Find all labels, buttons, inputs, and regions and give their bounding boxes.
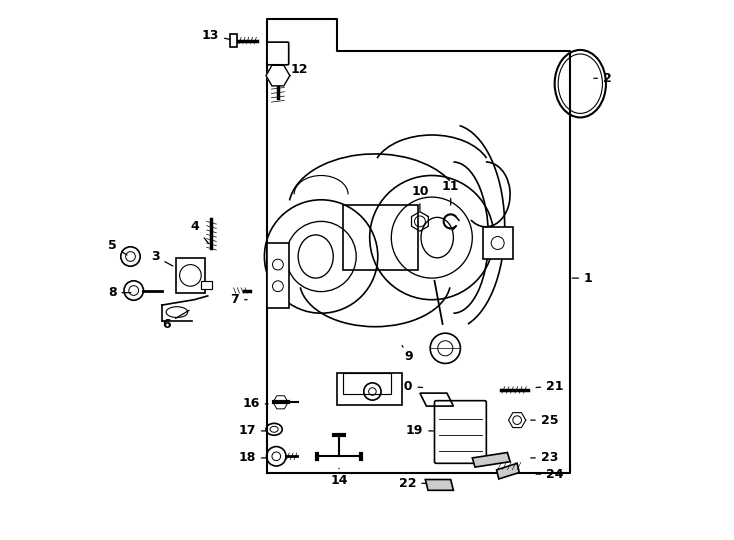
Text: 23: 23 [531,451,559,464]
Text: 2: 2 [594,72,611,85]
Text: 12: 12 [280,63,308,79]
Text: 16: 16 [242,397,268,410]
Text: 17: 17 [239,424,266,437]
Text: 4: 4 [191,220,208,244]
Text: 20: 20 [395,380,423,393]
Text: 13: 13 [202,29,232,42]
FancyBboxPatch shape [338,373,402,405]
Polygon shape [509,413,526,428]
Text: 10: 10 [411,185,429,211]
FancyBboxPatch shape [230,34,237,47]
Text: 21: 21 [536,380,564,393]
FancyBboxPatch shape [267,243,288,308]
Text: 22: 22 [399,477,428,490]
FancyBboxPatch shape [483,227,513,259]
Text: 3: 3 [151,250,172,266]
Text: 5: 5 [108,239,127,255]
Polygon shape [472,453,510,467]
Text: 9: 9 [402,346,413,363]
Polygon shape [497,463,519,479]
FancyBboxPatch shape [267,42,288,65]
Text: 6: 6 [161,310,189,330]
Text: 14: 14 [330,468,348,487]
FancyBboxPatch shape [435,401,487,463]
Polygon shape [425,480,454,490]
Text: 18: 18 [239,451,266,464]
FancyBboxPatch shape [343,373,391,394]
Text: 24: 24 [536,468,564,481]
Text: 1: 1 [573,272,593,285]
Text: 7: 7 [230,293,247,306]
FancyBboxPatch shape [176,258,205,293]
FancyBboxPatch shape [343,205,418,270]
FancyBboxPatch shape [201,281,212,289]
Polygon shape [266,65,290,86]
Text: 25: 25 [531,414,559,427]
Text: 15: 15 [372,387,395,400]
Text: 11: 11 [442,180,459,205]
Text: 19: 19 [406,424,433,437]
Text: 8: 8 [108,286,131,299]
